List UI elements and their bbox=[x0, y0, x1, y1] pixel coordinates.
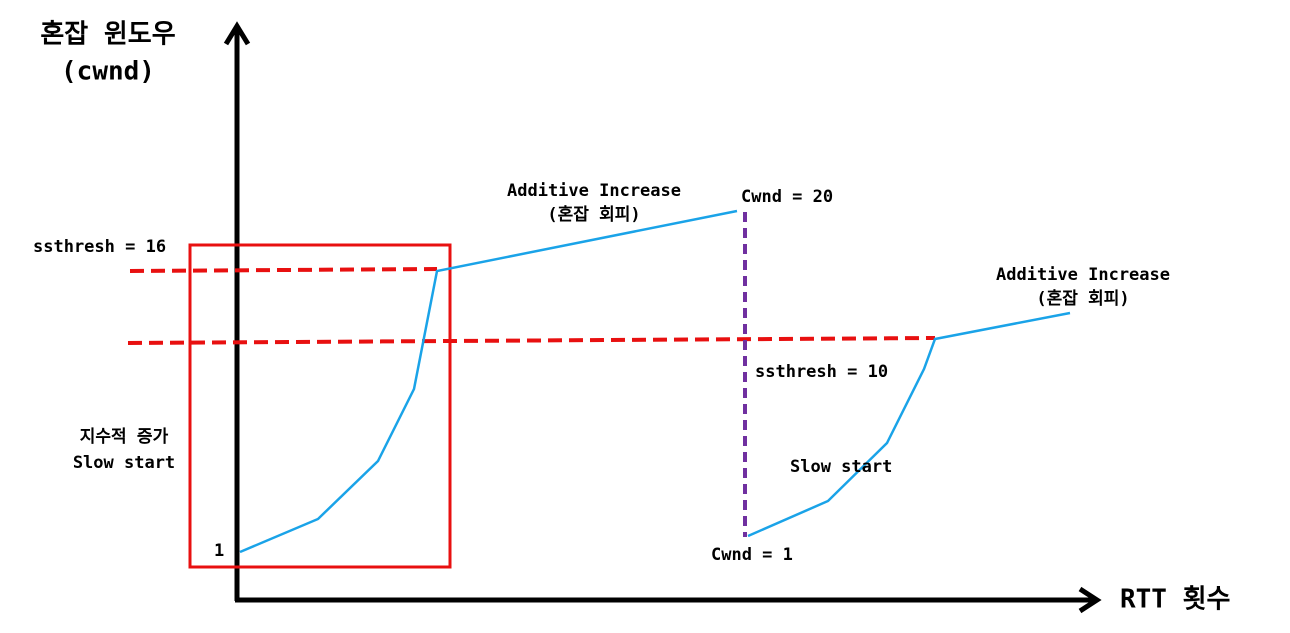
ssthresh-line bbox=[127, 336, 936, 345]
annotation: ssthresh = 16 bbox=[33, 237, 166, 257]
annotation: Slow start bbox=[73, 453, 175, 473]
annotation: Additive Increase bbox=[996, 265, 1170, 285]
slow-start-box bbox=[188, 243, 452, 569]
annotation: Cwnd = 1 bbox=[711, 545, 793, 565]
y-axis-arrow bbox=[223, 21, 251, 46]
y-axis-label: 혼잡 윈도우 bbox=[40, 20, 175, 50]
annotation: Cwnd = 20 bbox=[741, 187, 833, 207]
annotation: Additive Increase bbox=[507, 181, 681, 201]
x-axis-arrow bbox=[1078, 586, 1102, 614]
x-axis-label: RTT 횟수 bbox=[1120, 585, 1230, 615]
annotation: 1 bbox=[214, 541, 224, 561]
annotation: ssthresh = 10 bbox=[755, 362, 888, 382]
y-axis-label: (cwnd) bbox=[61, 57, 155, 87]
cwnd-curve bbox=[239, 209, 738, 554]
annotation: (혼잡 회피) bbox=[547, 204, 640, 225]
cwnd-curve bbox=[747, 311, 1071, 538]
annotation: 지수적 증가 bbox=[80, 427, 169, 447]
annotation: Slow start bbox=[790, 457, 892, 477]
annotation: (혼잡 회피) bbox=[1036, 288, 1129, 309]
ssthresh-line bbox=[129, 267, 438, 273]
